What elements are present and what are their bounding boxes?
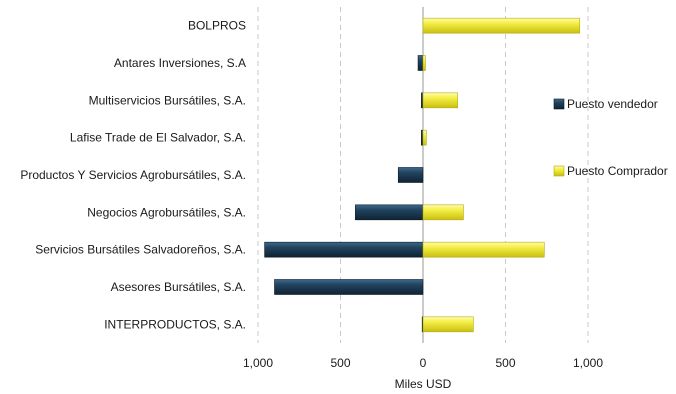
category-label: BOLPROS [188,19,246,33]
category-label: Asesores Bursátiles, S.A. [111,280,246,294]
bar-vendedor [398,168,423,183]
x-axis-title: Miles USD [395,377,452,391]
category-label: Servicios Bursátiles Salvadoreños, S.A. [35,243,246,257]
x-tick-label: 500 [495,356,515,370]
x-tick-label: 500 [330,356,350,370]
bars [265,18,580,332]
bar-vendedor [355,205,423,220]
category-label: Productos Y Servicios Agrobursátiles, S.… [20,168,246,182]
bar-comprador [423,130,426,145]
x-axis-ticks: 1,000 500 0 500 1,000 [243,356,603,370]
category-label: Antares Inversiones, S.A [114,56,246,70]
category-label: Negocios Agrobursátiles, S.A. [87,205,246,219]
category-label: Multiservicios Bursátiles, S.A. [89,93,246,107]
bar-comprador [423,56,425,71]
bar-comprador [423,205,463,220]
category-labels: BOLPROS Antares Inversiones, S.A Multiserv… [20,19,246,332]
x-tick-label: 1,000 [243,356,273,370]
bar-comprador [423,18,580,33]
x-tick-label: 0 [420,356,427,370]
bar-comprador [423,242,544,257]
legend: Puesto vendedor Puesto Comprador [554,97,668,178]
legend-label: Puesto Comprador [567,164,668,178]
bar-comprador [423,317,473,332]
bar-vendedor [418,56,423,71]
bar-comprador [423,93,458,108]
category-label: INTERPRODUCTOS, S.A. [104,317,246,331]
legend-swatch [554,166,564,176]
bar-vendedor [275,280,424,295]
legend-swatch [554,99,564,109]
category-label: Lafise Trade de El Salvador, S.A. [70,131,246,145]
legend-label: Puesto vendedor [567,97,658,111]
bar-vendedor [265,242,423,257]
x-tick-label: 1,000 [573,356,603,370]
